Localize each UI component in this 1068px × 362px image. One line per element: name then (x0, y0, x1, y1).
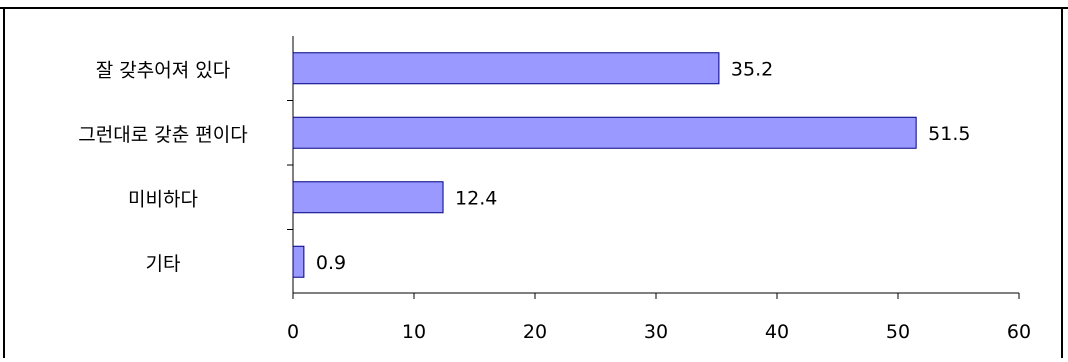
x-tick-label-4: 40 (765, 321, 789, 343)
bar-1 (292, 116, 917, 149)
category-label-2: 미비하다 (128, 188, 198, 210)
category-label-1: 그런대로 갖춘 편이다 (78, 124, 247, 146)
x-tick-label-0: 0 (287, 321, 299, 343)
bar-2 (292, 181, 444, 214)
x-tick-label-2: 20 (523, 321, 547, 343)
data-label-3: 0.9 (316, 252, 346, 274)
data-label-0: 35.2 (731, 58, 773, 80)
data-label-2: 12.4 (455, 187, 497, 209)
x-tick-label-3: 30 (644, 321, 668, 343)
category-label-3: 기타 (146, 253, 181, 275)
bar-0 (292, 52, 720, 85)
x-tick-label-1: 10 (402, 321, 426, 343)
bar-3 (292, 245, 305, 278)
x-tick-label-6: 60 (1007, 321, 1031, 343)
data-label-1: 51.5 (928, 123, 970, 145)
x-tick-label-5: 50 (886, 321, 910, 343)
plot-area: 0 10 20 30 40 50 60 35.2 잘 갖추어져 있다 51.5 그런대로 갖춘 편이… (78, 36, 1031, 343)
category-label-0: 잘 갖추어져 있다 (96, 59, 230, 81)
